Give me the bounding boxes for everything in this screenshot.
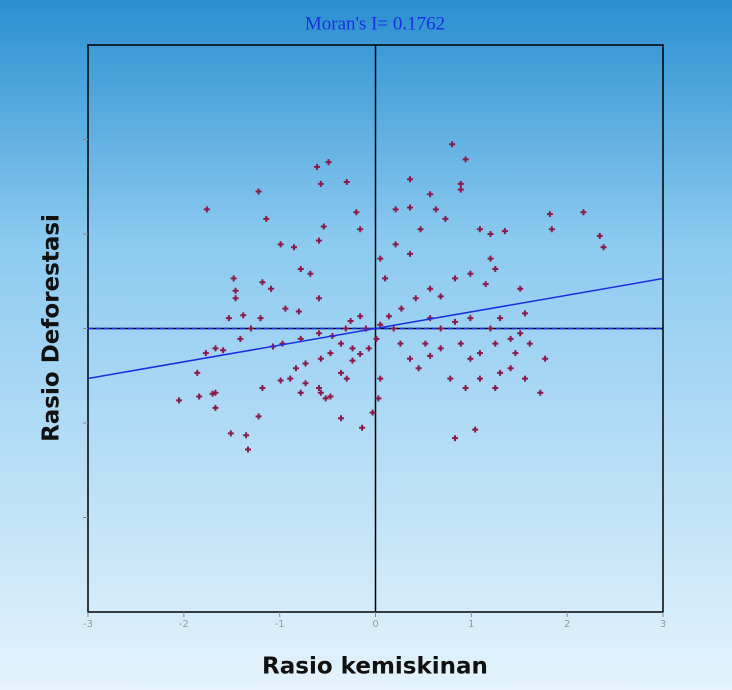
x-tick-label: -2 xyxy=(179,619,189,630)
x-tick-label: -1 xyxy=(275,619,285,630)
x-axis-label: Rasio kemiskinan xyxy=(262,654,488,680)
chart: Moran's I= 0.1762 Rasio kemiskinan Rasio… xyxy=(0,0,732,690)
background xyxy=(0,0,732,690)
x-tick-label: 1 xyxy=(468,619,474,630)
chart-title: Moran's I= 0.1762 xyxy=(305,13,445,34)
x-tick-label: 0 xyxy=(372,619,378,630)
x-tick-label: 3 xyxy=(660,619,666,630)
x-tick-label: 2 xyxy=(564,619,570,630)
y-axis-label: Rasio Deforestasi xyxy=(39,214,65,442)
x-tick-label: -3 xyxy=(83,619,93,630)
